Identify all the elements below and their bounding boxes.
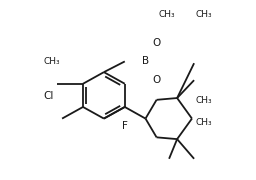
Text: B: B: [142, 56, 149, 66]
Text: CH₃: CH₃: [43, 57, 60, 66]
Text: CH₃: CH₃: [196, 96, 212, 105]
Text: Cl: Cl: [44, 91, 54, 101]
Text: CH₃: CH₃: [159, 10, 176, 19]
Text: F: F: [122, 121, 128, 131]
Text: O: O: [153, 75, 161, 85]
Text: CH₃: CH₃: [196, 118, 212, 127]
Text: CH₃: CH₃: [196, 10, 212, 19]
Text: O: O: [153, 38, 161, 48]
